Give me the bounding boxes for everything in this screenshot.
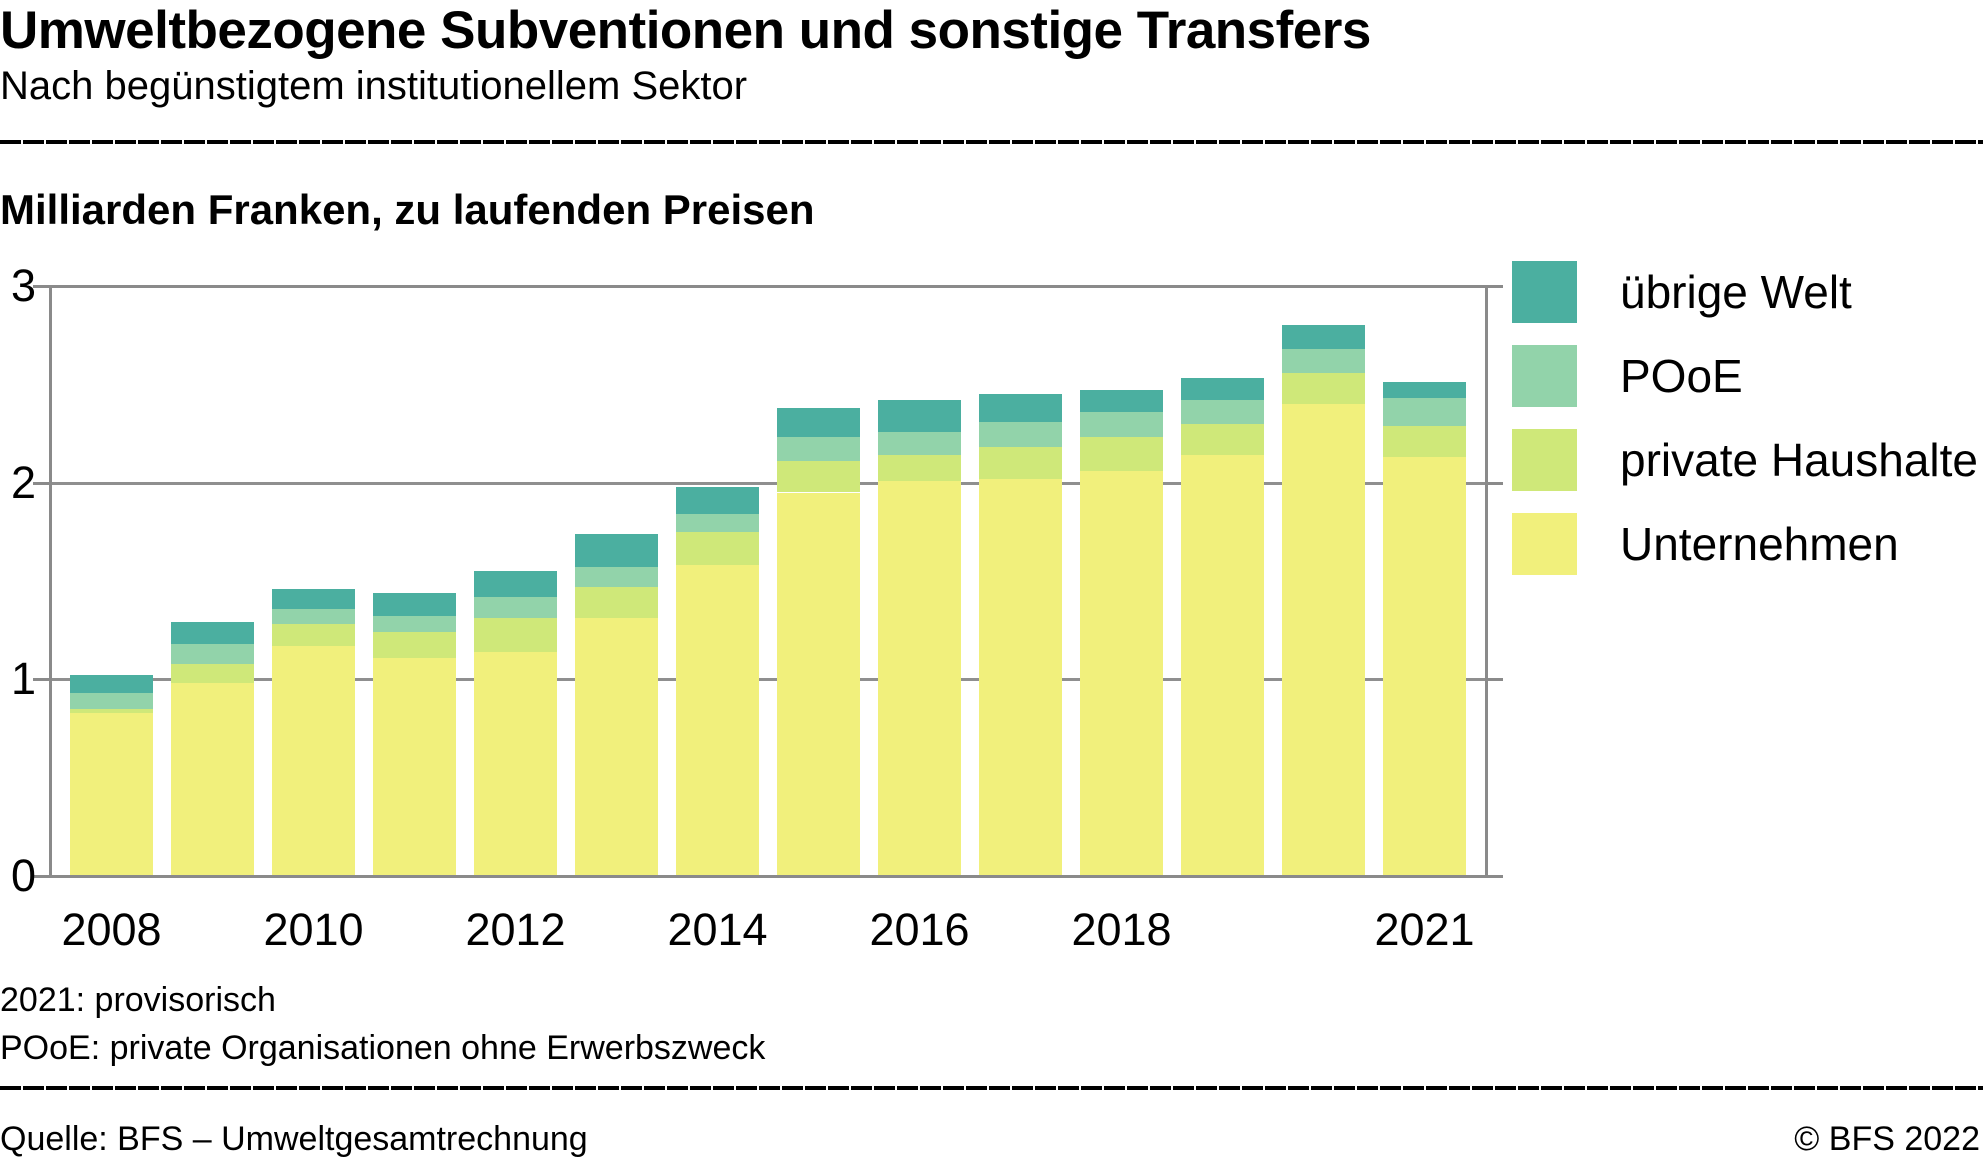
xtick-label-2008: 2008: [61, 904, 162, 955]
bar-2011-unternehmen: [373, 657, 456, 876]
xtick-label-2010: 2010: [263, 904, 364, 955]
ytick-label-0: 0: [10, 850, 36, 901]
bar-2008-private-haushalte: [70, 708, 153, 713]
bar-2014-unternehmen: [676, 565, 759, 876]
ytick-left-1: [33, 678, 50, 682]
plot-border-bottom: [49, 875, 1487, 878]
bar-2016-unternehmen: [878, 480, 961, 876]
legend-swatch-übrige-welt: [1512, 261, 1577, 323]
ytick-label-2: 2: [10, 456, 36, 508]
bar-2012-private-haushalte: [474, 618, 557, 652]
bar-2009-private-haushalte: [171, 663, 254, 684]
bar-2012-übrige-welt: [474, 571, 557, 597]
bar-2017-private-haushalte: [979, 447, 1062, 479]
bar-2013-übrige-welt: [575, 533, 658, 568]
xtick-label-2018: 2018: [1071, 904, 1172, 955]
bar-2020-pooe: [1282, 348, 1365, 373]
source-text: Quelle: BFS – Umweltgesamtrechnung: [0, 1120, 588, 1158]
legend-swatch-unternehmen: [1512, 513, 1577, 575]
bar-2010-private-haushalte: [272, 624, 355, 646]
bar-2014-pooe: [676, 514, 759, 532]
xtick-label-2012: 2012: [465, 904, 566, 955]
bar-2021-private-haushalte: [1383, 425, 1466, 458]
bar-2014-übrige-welt: [676, 486, 759, 515]
bar-2011-private-haushalte: [373, 632, 456, 658]
footer-divider: [0, 1086, 1983, 1090]
ytick-right-3: [1486, 285, 1503, 288]
xtick-label-2016: 2016: [869, 904, 970, 955]
legend-label-private-haushalte: private Haushalte: [1620, 434, 1978, 486]
bar-2018-unternehmen: [1080, 470, 1163, 876]
bar-2015-unternehmen: [777, 492, 860, 876]
ytick-left-3: [33, 285, 50, 288]
bar-2017-pooe: [979, 421, 1062, 448]
ytick-left-0: [33, 875, 50, 878]
bar-2019-unternehmen: [1181, 455, 1264, 876]
bar-2009-unternehmen: [171, 683, 254, 876]
bar-2011-pooe: [373, 616, 456, 633]
xtick-label-2014: 2014: [667, 904, 768, 955]
footnote-provisional: 2021: provisorisch: [0, 981, 276, 1019]
bar-2010-übrige-welt: [272, 588, 355, 609]
legend-label-übrige-welt: übrige Welt: [1620, 266, 1852, 318]
legend-swatch-private-haushalte: [1512, 429, 1577, 491]
bar-2017-unternehmen: [979, 478, 1062, 876]
plot-border-right: [1485, 285, 1488, 877]
page-title: Umweltbezogene Subventionen und sonstige…: [0, 1, 1371, 60]
bar-2016-private-haushalte: [878, 455, 961, 481]
ytick-label-3: 3: [10, 260, 36, 311]
bar-2009-übrige-welt: [171, 622, 254, 644]
bar-2013-private-haushalte: [575, 586, 658, 619]
bar-2013-pooe: [575, 567, 658, 587]
chart-axis-title: Milliarden Franken, zu laufenden Preisen: [0, 186, 815, 233]
xtick-label-2021: 2021: [1374, 904, 1475, 955]
bar-2019-private-haushalte: [1181, 423, 1264, 456]
plot-border-top: [49, 285, 1487, 288]
bar-2019-pooe: [1181, 400, 1264, 424]
bar-2020-private-haushalte: [1282, 372, 1365, 404]
bar-2018-private-haushalte: [1080, 437, 1163, 471]
gridline-y2: [50, 481, 1486, 485]
bar-2018-übrige-welt: [1080, 390, 1163, 412]
bar-2019-übrige-welt: [1181, 378, 1264, 401]
gridline-y1: [50, 678, 1486, 682]
bar-2015-pooe: [777, 437, 860, 462]
bar-2015-private-haushalte: [777, 461, 860, 493]
bar-2015-übrige-welt: [777, 407, 860, 438]
footnote-pooe: POoE: private Organisationen ohne Erwerb…: [0, 1029, 766, 1067]
bar-2021-übrige-welt: [1383, 382, 1466, 399]
ytick-left-2: [33, 481, 50, 485]
header-divider: [0, 140, 1983, 144]
bar-2021-pooe: [1383, 398, 1466, 426]
bar-2009-pooe: [171, 643, 254, 664]
bar-2020-unternehmen: [1282, 404, 1365, 876]
legend-label-unternehmen: Unternehmen: [1620, 518, 1899, 570]
bar-2008-übrige-welt: [70, 675, 153, 694]
legend-label-pooe: POoE: [1620, 350, 1743, 402]
bar-2010-pooe: [272, 608, 355, 625]
bar-2017-übrige-welt: [979, 394, 1062, 422]
bar-2008-pooe: [70, 693, 153, 709]
bar-2013-unternehmen: [575, 618, 658, 876]
ytick-label-1: 1: [10, 653, 36, 705]
bar-2011-übrige-welt: [373, 592, 456, 617]
bar-2012-unternehmen: [474, 651, 557, 876]
plot-border-left: [49, 285, 52, 877]
ytick-right-2: [1486, 481, 1503, 485]
bar-2018-pooe: [1080, 411, 1163, 438]
bar-2010-unternehmen: [272, 645, 355, 876]
bar-2012-pooe: [474, 596, 557, 619]
copyright-text: © BFS 2022: [1794, 1120, 1980, 1158]
bar-2021-unternehmen: [1383, 457, 1466, 876]
ytick-right-0: [1486, 875, 1503, 878]
bar-2016-pooe: [878, 431, 961, 456]
bar-2008-unternehmen: [70, 712, 153, 876]
page-subtitle: Nach begünstigtem institutionellem Sekto…: [0, 64, 748, 108]
bar-2016-übrige-welt: [878, 400, 961, 432]
bar-2020-übrige-welt: [1282, 325, 1365, 349]
legend-swatch-pooe: [1512, 345, 1577, 407]
bar-2014-private-haushalte: [676, 531, 759, 566]
ytick-right-1: [1486, 678, 1503, 682]
